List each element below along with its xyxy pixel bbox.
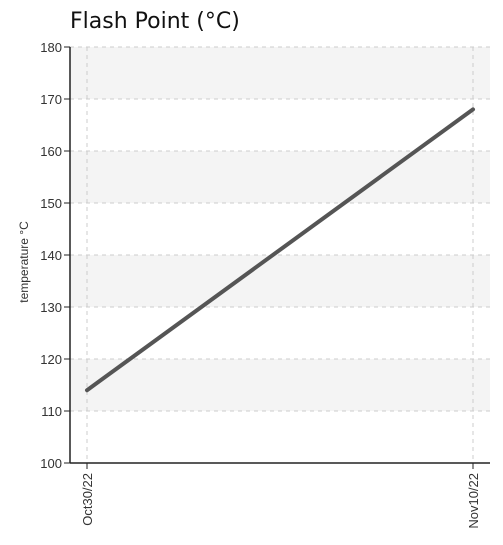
grid-lines bbox=[70, 46, 490, 463]
background-band bbox=[70, 255, 490, 307]
background-bands bbox=[70, 47, 490, 411]
y-axis-label: temperature °C bbox=[17, 221, 31, 303]
y-tick-label: 170 bbox=[40, 92, 62, 107]
y-tick-label: 140 bbox=[40, 248, 62, 263]
background-band bbox=[70, 359, 490, 411]
y-tick-label: 130 bbox=[40, 300, 62, 315]
series-layer bbox=[85, 107, 475, 393]
tick-labels: 100 110 120 130 140 150 160 170 180 Oct30/22 Nov10… bbox=[40, 40, 481, 529]
y-tick-label: 160 bbox=[40, 144, 62, 159]
axes bbox=[64, 46, 490, 469]
y-tick-label: 180 bbox=[40, 40, 62, 55]
background-band bbox=[70, 151, 490, 203]
y-tick-label: 120 bbox=[40, 352, 62, 367]
series-line bbox=[85, 107, 475, 393]
x-tick-label: Nov10/22 bbox=[466, 473, 481, 529]
y-tick-label: 150 bbox=[40, 196, 62, 211]
background-band bbox=[70, 47, 490, 99]
chart-title: Flash Point (°C) bbox=[70, 9, 240, 34]
y-tick-label: 110 bbox=[41, 404, 62, 419]
y-tick-label: 100 bbox=[40, 456, 62, 471]
x-tick-label: Oct30/22 bbox=[80, 473, 95, 526]
